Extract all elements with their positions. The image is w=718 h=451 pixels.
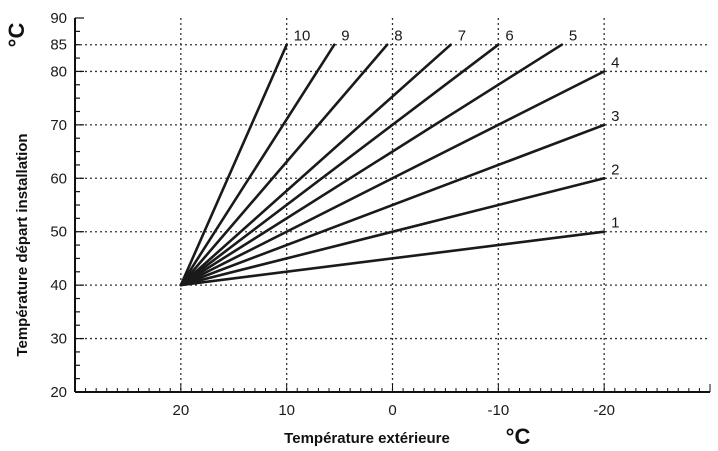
curve-label-3: 3 — [611, 108, 619, 125]
curve-line-2 — [179, 177, 606, 287]
curve-line-6 — [179, 43, 500, 287]
curve-line-10 — [179, 43, 289, 287]
y-tick-label: 90 — [50, 10, 67, 27]
series-lines — [179, 43, 606, 287]
curve-label-8: 8 — [394, 28, 402, 45]
y-tick-label: 80 — [50, 63, 67, 80]
y-tick-label: 30 — [50, 331, 67, 348]
y-axis-title: Température départ installation — [14, 133, 31, 356]
x-axis-title: Température extérieure — [284, 430, 450, 447]
curve-line-9 — [179, 43, 336, 287]
y-tick-label: 40 — [50, 277, 67, 294]
curve-label-5: 5 — [569, 28, 577, 45]
x-tick-label: -20 — [593, 402, 615, 419]
curve-line-1 — [179, 230, 606, 287]
curve-line-4 — [179, 70, 606, 287]
x-tick-label: 20 — [172, 402, 189, 419]
y-tick-label: 20 — [50, 384, 67, 401]
curve-label-2: 2 — [611, 161, 619, 178]
x-tick-label: 10 — [278, 402, 295, 419]
curve-label-9: 9 — [341, 28, 349, 45]
y-tick-label: 70 — [50, 117, 67, 134]
y-tick-label: 60 — [50, 170, 67, 187]
curve-labels: 1 2 3 4 5 6 7 8 9 10 — [294, 28, 620, 232]
x-tick-label: -10 — [487, 402, 509, 419]
curve-line-7 — [179, 43, 453, 287]
curve-label-4: 4 — [611, 54, 619, 71]
x-axis-unit: °C — [506, 424, 531, 449]
curve-line-3 — [179, 123, 606, 287]
curve-label-10: 10 — [294, 28, 311, 45]
curve-line-8 — [179, 43, 389, 287]
curve-line-5 — [179, 43, 564, 287]
y-axis-unit: °C — [4, 23, 29, 48]
plot-frame — [74, 17, 711, 393]
curve-label-1: 1 — [611, 215, 619, 232]
curve-label-7: 7 — [458, 28, 466, 45]
y-tick-label: 85 — [50, 37, 67, 54]
y-tick-label: 50 — [50, 224, 67, 241]
x-tick-label: 0 — [388, 402, 396, 419]
curve-label-6: 6 — [505, 28, 513, 45]
